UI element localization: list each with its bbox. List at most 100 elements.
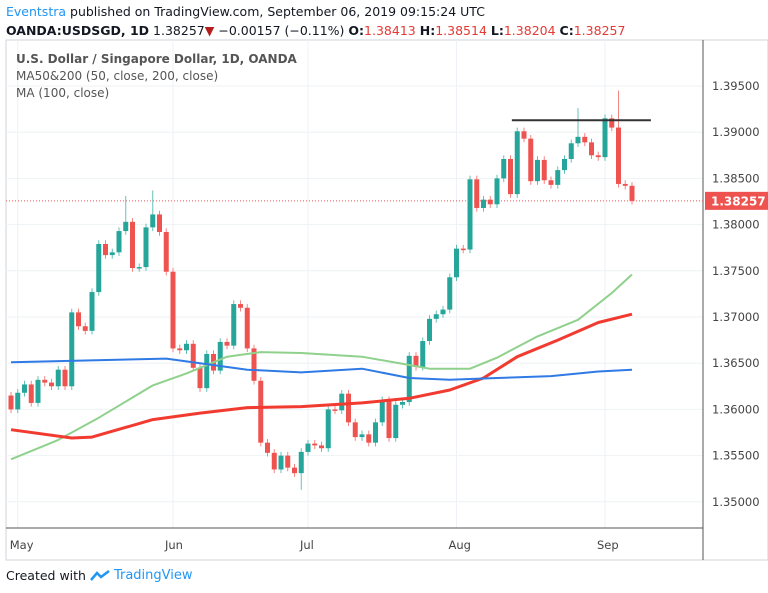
candle <box>366 430 372 447</box>
candle-body <box>82 326 88 331</box>
legend-ma50-200[interactable]: MA50&200 (50, close, 200, close) <box>16 69 219 83</box>
candle <box>352 418 358 441</box>
candle <box>170 268 176 353</box>
candle <box>184 340 189 354</box>
candle-body <box>562 158 567 171</box>
candle-body <box>8 395 14 410</box>
candle-body <box>35 379 41 403</box>
chart-frame <box>5 39 768 561</box>
y-tick-label: 1.37500 <box>712 264 760 278</box>
candle-body <box>157 214 162 232</box>
candle-body <box>379 400 385 423</box>
candle <box>582 133 588 147</box>
x-tick-label: Aug <box>449 538 471 552</box>
candle <box>481 195 486 212</box>
published-text: published on TradingView.com, September … <box>70 4 485 19</box>
candle-body <box>373 422 378 443</box>
price-change: −0.00157 (−0.11%) <box>218 23 345 38</box>
candle <box>157 210 162 236</box>
candle-body <box>116 231 122 253</box>
candle <box>285 451 291 472</box>
candle-body <box>474 179 480 208</box>
candle <box>460 244 466 254</box>
legend-ma100[interactable]: MA (100, close) <box>16 86 110 100</box>
candle <box>427 315 432 345</box>
candle-body <box>285 455 291 468</box>
candle-body <box>62 369 68 387</box>
footer: Created with TradingView <box>6 568 193 583</box>
candle <box>244 304 250 353</box>
candle <box>494 174 500 208</box>
candle-body <box>339 393 345 411</box>
candle-body <box>393 404 399 439</box>
candle-body <box>514 131 520 195</box>
down-triangle-icon: ▼ <box>204 23 215 38</box>
candle <box>35 376 41 407</box>
candle-body <box>231 304 237 346</box>
candle-body <box>332 409 338 411</box>
candle <box>238 300 243 312</box>
y-tick-label: 1.37000 <box>712 310 760 324</box>
x-tick-label: Sep <box>597 538 619 552</box>
candle <box>89 288 95 335</box>
candle-body <box>55 369 61 387</box>
candle <box>589 138 594 159</box>
high-label: H: <box>419 23 436 38</box>
candle <box>386 396 392 442</box>
candle-body <box>271 452 277 470</box>
candle <box>82 322 88 335</box>
candle <box>535 156 540 185</box>
candle <box>8 391 14 414</box>
candle-body <box>197 367 203 389</box>
candle-body <box>312 443 318 446</box>
candle <box>130 218 135 272</box>
candle-body <box>487 199 493 205</box>
candle-body <box>103 244 108 256</box>
candle <box>555 166 561 189</box>
ma-line-ma100 <box>10 357 633 381</box>
low-value: 1.38204 <box>503 23 556 38</box>
candle-body <box>170 271 176 349</box>
candle <box>346 389 351 427</box>
candle-body <box>305 443 311 452</box>
candle <box>312 439 318 450</box>
y-tick-label: 1.38500 <box>712 171 760 185</box>
candle <box>28 380 34 407</box>
candle <box>447 273 453 314</box>
candle-body <box>224 341 230 346</box>
candle-body <box>163 231 169 272</box>
x-tick-label: Jul <box>299 538 314 552</box>
x-tick-label: May <box>10 538 34 552</box>
candle-body <box>217 341 223 371</box>
candle <box>15 389 21 414</box>
tradingview-brand[interactable]: TradingView <box>113 568 193 583</box>
candle <box>177 344 183 354</box>
candle <box>271 449 277 474</box>
candle-body <box>616 127 621 184</box>
candle <box>487 195 493 208</box>
candle <box>359 430 365 441</box>
candle-body <box>582 136 588 143</box>
y-tick-label: 1.35500 <box>712 449 760 463</box>
x-tick-label: Jun <box>164 538 183 552</box>
candle-body <box>433 314 439 319</box>
candle-body <box>589 142 594 156</box>
candle-body <box>400 402 405 405</box>
candle-body <box>528 138 534 182</box>
candle-body <box>413 355 419 367</box>
candle <box>224 338 230 350</box>
candle-body <box>244 307 250 349</box>
candle <box>76 308 81 330</box>
y-tick-label: 1.39000 <box>712 125 760 139</box>
candle <box>521 127 527 143</box>
candle <box>514 127 520 198</box>
candle <box>508 155 513 198</box>
candle-body <box>609 118 615 128</box>
candle <box>258 377 264 447</box>
candle-body <box>15 392 21 410</box>
author-link[interactable]: Eventstra <box>6 4 67 19</box>
candle-body <box>76 312 81 327</box>
created-with-text: Created with <box>6 568 86 583</box>
candle-body <box>467 179 473 250</box>
